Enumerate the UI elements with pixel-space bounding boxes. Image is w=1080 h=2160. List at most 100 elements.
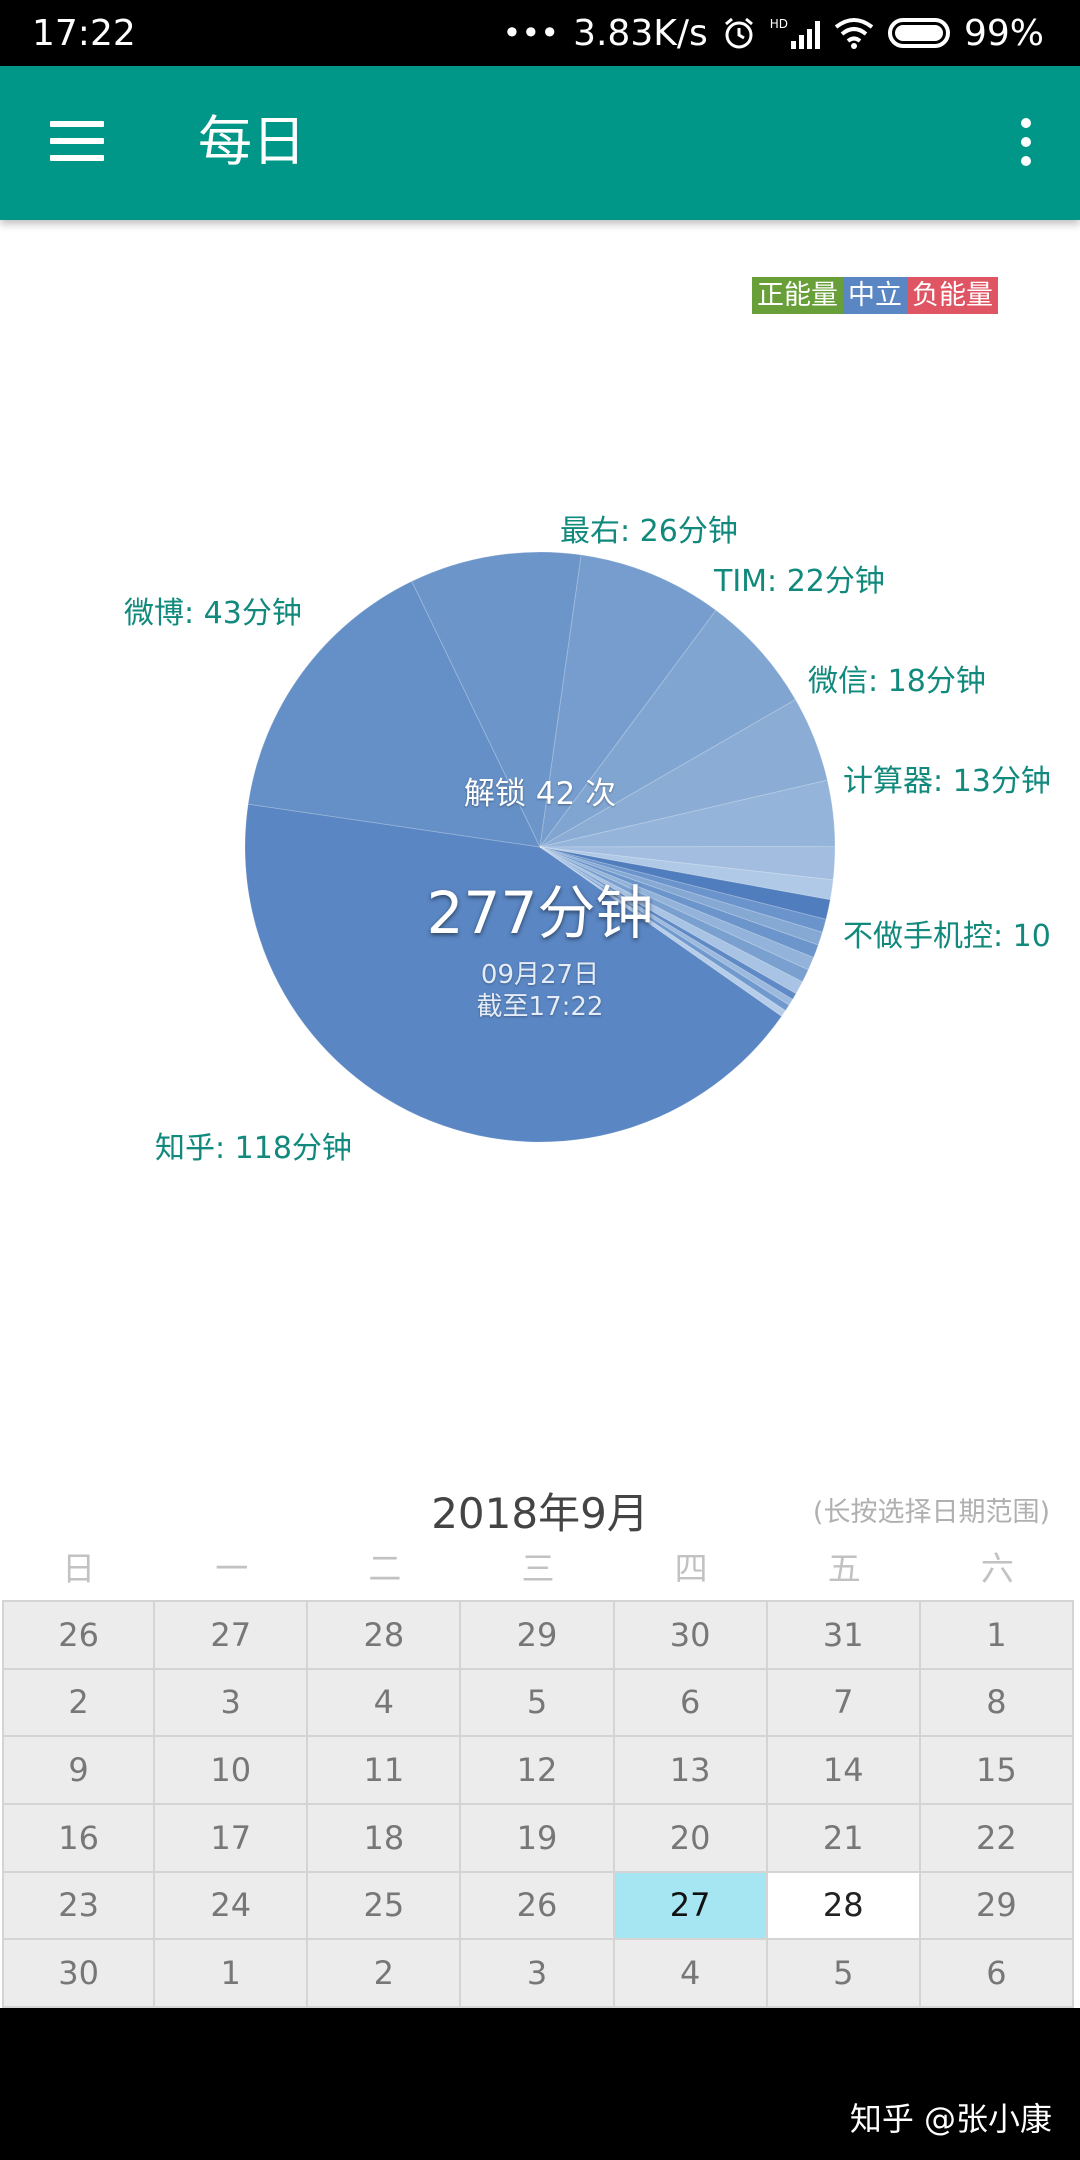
calendar-day[interactable]: 26 — [461, 1872, 615, 1941]
slice-label: 微博: 43分钟 — [124, 596, 302, 631]
slice-label: TIM: 22分钟 — [713, 564, 885, 599]
calendar-day[interactable]: 23 — [2, 1872, 156, 1941]
calendar-day[interactable]: 30 — [2, 1940, 156, 2008]
calendar-day[interactable]: 17 — [155, 1804, 309, 1873]
calendar-day[interactable]: 1 — [920, 1602, 1074, 1670]
weekday-wed: 三 — [521, 1549, 555, 1588]
calendar-day[interactable]: 3 — [461, 1940, 615, 2008]
calendar-day[interactable]: 27 — [614, 1872, 768, 1941]
slice-label: 计算器: 13分钟 — [843, 764, 1051, 799]
calendar-day[interactable]: 28 — [767, 1872, 921, 1941]
pie-slice[interactable] — [247, 580, 541, 848]
calendar-day[interactable]: 11 — [308, 1737, 462, 1805]
total-usage: 277分钟 — [426, 879, 654, 947]
calendar-day[interactable]: 16 — [2, 1804, 156, 1873]
alarm-clock-icon — [724, 17, 753, 49]
pie-slice[interactable] — [539, 846, 815, 971]
signal-icon: HD — [770, 17, 820, 49]
legend-positive[interactable]: 正能量 — [752, 277, 843, 314]
slice-label: 微信: 18分钟 — [808, 664, 986, 699]
calendar-hint: (长按选择日期范围) — [812, 1497, 1050, 1528]
calendar-day[interactable]: 12 — [461, 1737, 615, 1805]
more-dots-icon: ••• — [502, 14, 560, 52]
calendar-day[interactable]: 13 — [614, 1737, 768, 1805]
calendar-day[interactable]: 6 — [920, 1940, 1074, 2008]
pie-slice[interactable] — [539, 846, 797, 1001]
calendar-day[interactable]: 1 — [155, 1940, 309, 2008]
network-speed: 3.83K/s — [573, 12, 708, 54]
watermark: 知乎 @张小康 — [849, 2100, 1052, 2138]
slice-label: 最右: 26分钟 — [560, 514, 738, 549]
calendar-day[interactable]: 10 — [155, 1737, 309, 1805]
calendar-day[interactable]: 20 — [614, 1804, 768, 1873]
weekday-tue: 二 — [368, 1549, 402, 1588]
bottom-bar — [0, 2008, 1080, 2160]
calendar-day[interactable]: 2 — [2, 1669, 156, 1738]
calendar-day[interactable]: 2 — [308, 1940, 462, 2008]
calendar-day[interactable]: 4 — [614, 1940, 768, 2008]
calendar-day[interactable]: 24 — [155, 1872, 309, 1941]
pie-slice[interactable] — [539, 846, 787, 1017]
pie-slice[interactable] — [539, 698, 828, 848]
slice-label: 知乎: 118分钟 — [155, 1131, 352, 1166]
calendar-day[interactable]: 31 — [767, 1602, 921, 1670]
calendar-day[interactable]: 27 — [155, 1602, 309, 1670]
pie-slice[interactable] — [539, 846, 809, 983]
pie-slice[interactable] — [539, 846, 834, 901]
pie-slice[interactable] — [539, 779, 836, 848]
calendar-day[interactable]: 5 — [767, 1940, 921, 2008]
calendar-day[interactable]: 15 — [920, 1737, 1074, 1805]
calendar-day[interactable]: 8 — [920, 1669, 1074, 1738]
calendar-day[interactable]: 4 — [308, 1669, 462, 1738]
calendar-grid: 26 27 28 29 30 31 1 2 3 4 5 6 7 8 9 10 11 12 13 14 15 16 17 18 1… — [2, 1600, 1074, 2008]
calendar-day[interactable]: 3 — [155, 1669, 309, 1738]
battery-icon — [887, 18, 950, 48]
pie-slice[interactable] — [244, 803, 783, 1143]
pie-slice[interactable] — [411, 551, 582, 849]
weekday-mon: 一 — [215, 1549, 249, 1588]
calendar-day[interactable]: 18 — [308, 1804, 462, 1873]
calendar-day[interactable]: 30 — [614, 1602, 768, 1670]
calendar-day[interactable]: 21 — [767, 1804, 921, 1873]
calendar-day[interactable]: 19 — [461, 1804, 615, 1873]
weekday-sat: 六 — [980, 1549, 1014, 1588]
calendar-day[interactable]: 22 — [920, 1804, 1074, 1873]
calendar-day[interactable]: 5 — [461, 1669, 615, 1738]
pie-slice[interactable] — [539, 846, 827, 933]
pie-slice[interactable] — [539, 846, 824, 946]
hamburger-menu-icon[interactable] — [50, 121, 104, 161]
pie-slice[interactable] — [539, 846, 819, 959]
battery-percent: 99% — [963, 12, 1044, 54]
calendar-day[interactable]: 25 — [308, 1872, 462, 1941]
calendar-day[interactable]: 9 — [2, 1737, 156, 1805]
calendar-day[interactable]: 14 — [767, 1737, 921, 1805]
calendar-day[interactable]: 6 — [614, 1669, 768, 1738]
status-bar: 17:22 ••• 3.83K/s HD 99% — [0, 0, 1080, 66]
page-title: 每日 — [198, 110, 306, 173]
chart-date: 09月27日 — [480, 960, 600, 990]
calendar-day[interactable]: 28 — [308, 1602, 462, 1670]
chart-until-time: 截至17:22 — [476, 992, 604, 1022]
legend-neutral[interactable]: 中立 — [843, 277, 907, 314]
pie-slice[interactable] — [539, 846, 804, 995]
pie-slice[interactable] — [539, 846, 831, 921]
pie-slice[interactable] — [539, 846, 794, 1006]
pie-slice[interactable] — [539, 846, 836, 881]
pie-slice[interactable] — [539, 554, 717, 848]
more-vert-icon[interactable] — [1020, 118, 1032, 166]
pie-slice[interactable] — [539, 846, 790, 1012]
app-bar: 每日 — [0, 66, 1080, 220]
pie-slice[interactable] — [539, 609, 797, 848]
weekday-sun: 日 — [62, 1549, 96, 1588]
calendar-day[interactable]: 29 — [461, 1602, 615, 1670]
calendar-day[interactable]: 29 — [920, 1872, 1074, 1941]
status-time: 17:22 — [32, 12, 136, 54]
calendar-day[interactable]: 7 — [767, 1669, 921, 1738]
weekday-thu: 四 — [674, 1549, 708, 1588]
calendar-day[interactable]: 26 — [2, 1602, 156, 1670]
status-icons: ••• 3.83K/s HD 99% — [502, 13, 1044, 54]
legend-negative[interactable]: 负能量 — [907, 277, 998, 314]
unlock-count: 解锁 42 次 — [463, 776, 617, 812]
weekday-header: 日 一 二 三 四 五 六 — [2, 1538, 1074, 1600]
